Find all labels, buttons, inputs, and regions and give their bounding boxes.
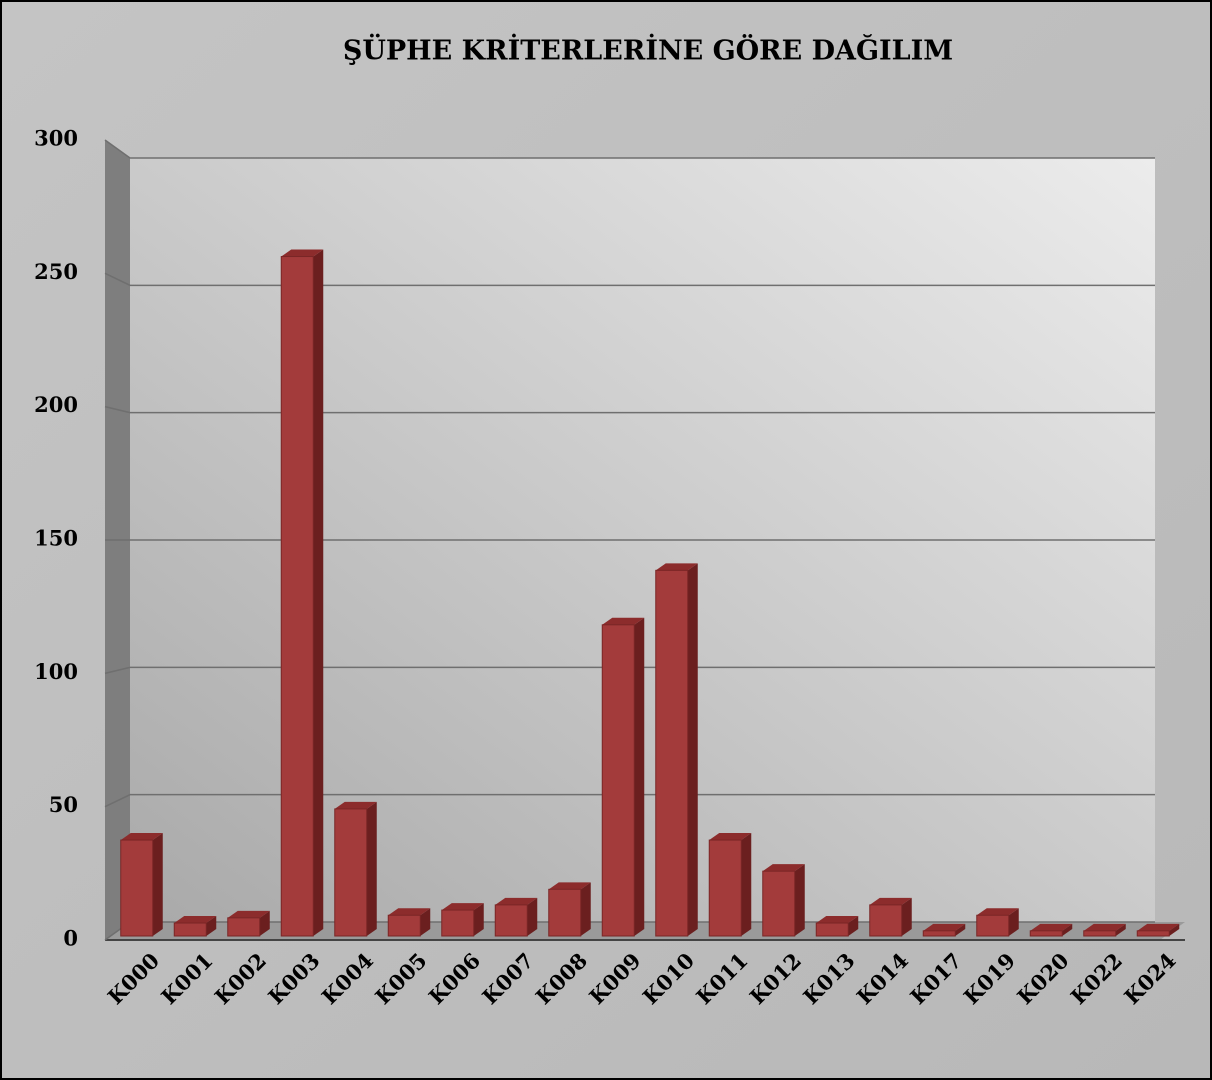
bar (1136, 930, 1170, 937)
grid-line (104, 139, 1155, 159)
bar-side (527, 897, 538, 936)
grid-line (104, 793, 1155, 808)
bar-top (281, 249, 324, 257)
bar-side (901, 897, 912, 936)
bar (1029, 930, 1063, 937)
bar-top (816, 916, 859, 924)
bar-top (976, 908, 1019, 916)
bar-side (741, 833, 752, 936)
bar (869, 904, 903, 937)
bar (173, 922, 207, 937)
bar-side (687, 563, 698, 936)
y-tick-label: 100 (34, 659, 78, 684)
bar-top (602, 617, 645, 625)
bar-top (495, 897, 538, 905)
bar-side (794, 864, 805, 936)
bar-top (1137, 923, 1180, 931)
bar (441, 909, 475, 937)
y-tick-label: 150 (34, 526, 78, 551)
bar-top (1030, 923, 1073, 931)
bar (227, 917, 261, 937)
grid-line (104, 405, 1155, 414)
bar-top (709, 833, 752, 841)
bar-top (1083, 923, 1126, 931)
bar-side (955, 923, 966, 936)
y-tick-label: 200 (34, 392, 78, 417)
bar-side (366, 801, 377, 936)
bar (387, 914, 421, 937)
bar-top (441, 903, 484, 911)
grid-line (104, 272, 1155, 287)
chart-title: ŞÜPHE KRİTERLERİNE GÖRE DAĞILIM (343, 33, 953, 67)
bar-side (1008, 908, 1019, 936)
y-tick-label: 250 (34, 259, 78, 284)
bar-side (580, 882, 591, 936)
bar (762, 870, 796, 937)
bar-side (313, 249, 324, 937)
bar-side (420, 908, 431, 936)
bar (815, 922, 849, 937)
bar (1083, 930, 1117, 937)
bar (601, 624, 635, 937)
bar-top (334, 801, 377, 809)
bar (655, 569, 689, 937)
bar (120, 839, 154, 937)
bar-side (848, 916, 859, 936)
bar-side (259, 910, 270, 936)
bar (548, 888, 582, 937)
bar (494, 904, 528, 937)
bar-top (655, 563, 698, 571)
bar-side (152, 833, 163, 936)
bar (708, 839, 742, 937)
bar-top (762, 864, 805, 872)
grid-line (104, 666, 1155, 675)
bar-side (1115, 923, 1126, 936)
bar (280, 256, 314, 937)
bar-top (174, 916, 217, 924)
y-tick-label: 300 (34, 126, 78, 151)
y-tick-label: 0 (63, 926, 78, 951)
bar-top (923, 923, 966, 931)
bar-top (869, 897, 912, 905)
bar-top (548, 882, 591, 890)
bar-side (1062, 923, 1073, 936)
bar-top (388, 908, 431, 916)
bar-top (120, 833, 163, 841)
bar-side (634, 617, 645, 936)
y-tick-label: 50 (49, 792, 78, 817)
bar-top (227, 910, 270, 918)
bar (922, 930, 956, 937)
bar-side (1169, 923, 1180, 936)
bar (334, 808, 368, 937)
bar-side (206, 916, 217, 936)
bar (976, 914, 1010, 937)
bar-side (473, 903, 484, 936)
